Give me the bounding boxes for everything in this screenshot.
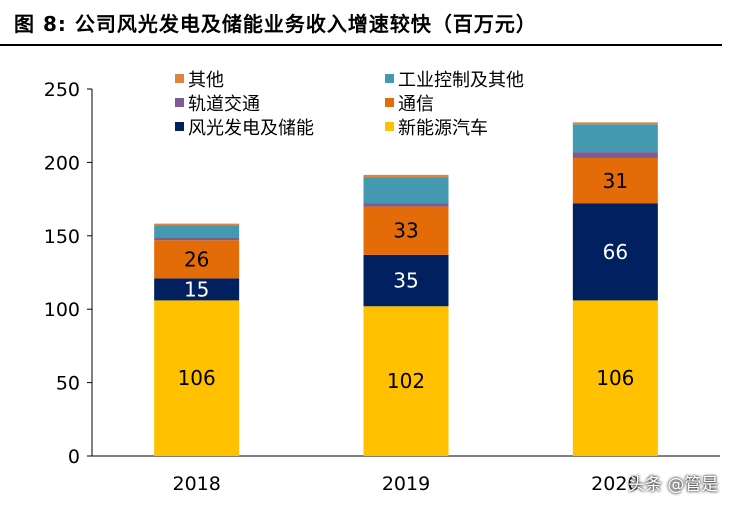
legend-label: 通信 xyxy=(398,94,434,115)
x-tick-label: 2018 xyxy=(172,473,220,495)
bar-segment xyxy=(363,174,449,178)
bar-segment xyxy=(154,300,240,456)
bar-segment xyxy=(154,278,240,301)
bar-segment xyxy=(154,225,240,239)
y-tick-label: 250 xyxy=(44,79,80,101)
bar-segment xyxy=(572,124,658,153)
legend-swatch xyxy=(175,98,184,107)
watermark: 头条 @管是 xyxy=(628,475,719,495)
data-label: 15 xyxy=(184,277,209,301)
data-label: 106 xyxy=(178,366,216,390)
legend-label: 轨道交通 xyxy=(188,94,260,115)
bar-segment xyxy=(363,203,449,207)
data-label: 102 xyxy=(387,369,425,393)
data-label: 66 xyxy=(603,240,628,264)
legend-label: 工业控制及其他 xyxy=(398,70,524,91)
bar-segment xyxy=(572,203,658,301)
bar-segment xyxy=(154,223,240,226)
y-tick-label: 150 xyxy=(44,226,80,248)
y-tick-label: 200 xyxy=(44,152,80,174)
legend-label: 风光发电及储能 xyxy=(188,118,314,139)
chart-title: 图 8: 公司风光发电及储能业务收入增速较快（百万元） xyxy=(14,12,537,36)
data-label: 35 xyxy=(393,269,418,293)
y-tick-label: 100 xyxy=(44,299,80,321)
bar-segment xyxy=(572,300,658,456)
legend-label: 新能源汽车 xyxy=(398,118,488,139)
legend-label: 其他 xyxy=(188,70,224,91)
y-tick-label: 0 xyxy=(68,446,80,468)
data-label: 31 xyxy=(603,169,628,193)
legend-swatch xyxy=(175,122,184,131)
bar-segment xyxy=(154,240,240,279)
y-tick-label: 50 xyxy=(56,373,80,395)
bar-segment xyxy=(363,254,449,307)
legend-swatch xyxy=(385,98,394,107)
bar-segment xyxy=(363,306,449,456)
title-rule xyxy=(0,44,722,46)
bar-segment xyxy=(154,238,240,241)
x-tick-label: 2019 xyxy=(382,473,430,495)
legend-swatch xyxy=(385,122,394,131)
bar-segment xyxy=(363,206,449,255)
legend-swatch xyxy=(175,74,184,83)
bar-segment xyxy=(572,157,658,204)
legend-swatch xyxy=(385,74,394,83)
x-tick-label: 2020 xyxy=(591,473,639,495)
bar-segment xyxy=(363,177,449,204)
data-label: 33 xyxy=(393,219,418,243)
bar-segment xyxy=(572,122,658,125)
data-label: 26 xyxy=(184,247,209,271)
bar-segment xyxy=(572,152,658,158)
data-label: 106 xyxy=(596,366,634,390)
